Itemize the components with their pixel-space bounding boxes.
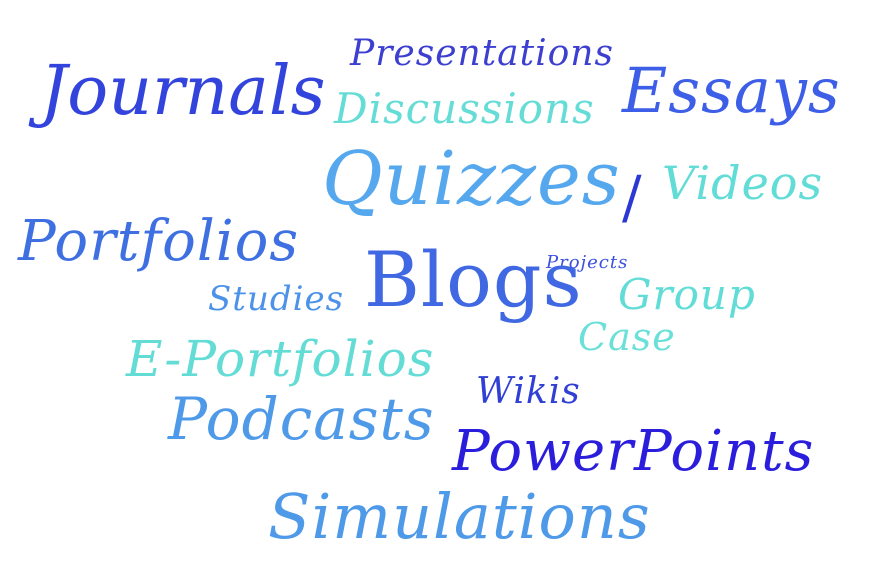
word-group: Group (618, 270, 756, 319)
word-discussions: Discussions (334, 84, 595, 133)
word-studies: Studies (208, 279, 345, 319)
word-videos: Videos (662, 156, 824, 210)
word-presentations: Presentations (350, 33, 614, 74)
word-quizzes: Quizzes (322, 136, 621, 222)
word-eportfolios: E-Portfolios (126, 330, 435, 388)
word-powerpoints: PowerPoints (452, 419, 815, 484)
word-journals: Journals (40, 52, 326, 131)
word-projects: Projects (546, 252, 629, 273)
word-blogs: Blogs (364, 235, 583, 324)
word-podcasts: Podcasts (168, 385, 435, 453)
word-slash: / (622, 163, 643, 231)
word-wikis: Wikis (476, 371, 581, 412)
word-case: Case (578, 315, 676, 359)
word-simulations: Simulations (268, 480, 651, 553)
word-portfolios: Portfolios (18, 209, 300, 274)
word-essays: Essays (622, 54, 841, 127)
